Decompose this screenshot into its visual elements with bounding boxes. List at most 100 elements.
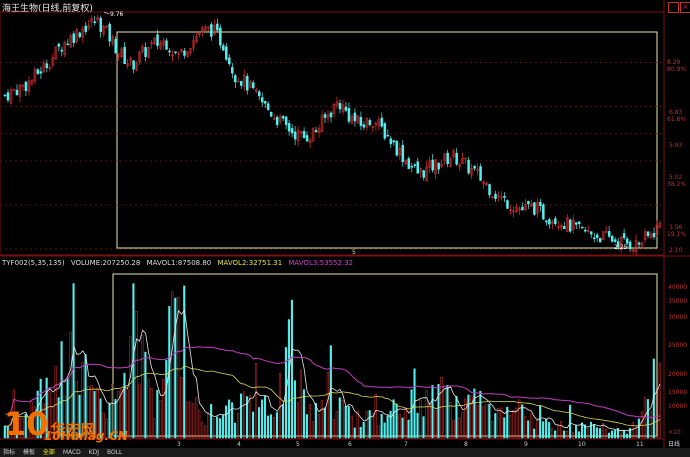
- volume-bar: [616, 428, 619, 439]
- volume-bar: [362, 421, 365, 439]
- volume-bar: [48, 391, 51, 439]
- volume-bar: [530, 413, 533, 439]
- month-label: 8: [464, 441, 468, 448]
- period-label[interactable]: 日线: [668, 440, 680, 448]
- tab-all[interactable]: 全部: [42, 449, 55, 456]
- candle-body: [189, 48, 192, 54]
- volume-bar: [69, 331, 72, 439]
- volume-bar: [497, 408, 500, 439]
- indicator-line: TYF002(5,35,135) VOLUME:207250.28 MAVOL1…: [2, 259, 357, 267]
- candle-body: [51, 57, 55, 66]
- volume-bar: [240, 393, 243, 439]
- volume-bar: [213, 418, 216, 439]
- candle-body: [225, 46, 228, 60]
- candle-body: [114, 39, 117, 53]
- watermark-url: 10Hunag.CN: [44, 429, 128, 443]
- volume-bar: [210, 404, 213, 439]
- candle-body: [6, 92, 10, 101]
- volume-bar: [18, 417, 21, 439]
- candle-body: [377, 119, 381, 127]
- volume-bar: [542, 421, 545, 439]
- candle-body: [84, 25, 88, 32]
- candle-body: [542, 204, 545, 220]
- candle-body: [512, 210, 515, 213]
- price-label: 2.10: [669, 247, 683, 254]
- candle-body: [464, 157, 467, 160]
- volume-bar: [144, 351, 147, 439]
- volume-bar: [554, 430, 557, 439]
- price-label: 19.1%: [667, 231, 686, 238]
- volume-bar: [482, 406, 485, 439]
- volume-bar: [637, 418, 640, 439]
- mavol2-line: [4, 365, 661, 427]
- candle-body: [257, 91, 261, 97]
- close-button[interactable]: ×: [680, 2, 690, 13]
- volume-bar: [314, 403, 317, 439]
- volume-bar: [589, 421, 593, 439]
- candle-body: [156, 34, 159, 46]
- volume-bar: [583, 424, 587, 439]
- candle-body: [362, 124, 366, 128]
- volume-bar: [320, 400, 323, 439]
- candle-body: [162, 40, 165, 46]
- candle-body: [589, 231, 593, 235]
- volume-bar: [347, 406, 350, 439]
- volume-bar: [216, 416, 219, 439]
- volume-bar: [598, 428, 602, 439]
- volume-highlight-box: [112, 273, 658, 437]
- volume-bar: [323, 407, 326, 439]
- watermark-text: 华宏网: [50, 421, 96, 439]
- volume-bar: [560, 421, 563, 439]
- minimize-button[interactable]: -: [668, 2, 679, 13]
- volume-bar: [452, 419, 455, 439]
- candle-body: [332, 104, 336, 114]
- volume-bar: [311, 421, 314, 439]
- candle-body: [323, 114, 327, 118]
- candle-body: [284, 116, 288, 125]
- tab-kdj[interactable]: KDJ: [88, 449, 100, 456]
- candle-body: [428, 160, 431, 168]
- volume-label: 25000: [668, 342, 687, 349]
- candle-body: [530, 203, 533, 207]
- candle-body: [413, 164, 417, 166]
- volume-label: 30000: [668, 314, 687, 321]
- candle-body: [78, 32, 82, 38]
- volume-bar: [395, 403, 398, 439]
- candle-body: [476, 168, 479, 171]
- volume-bar: [150, 388, 153, 439]
- volume-bar: [341, 400, 344, 439]
- tab-template[interactable]: 模板: [22, 449, 35, 456]
- candle-body: [482, 181, 485, 185]
- volume-bar: [305, 414, 308, 439]
- volume-bar: [575, 425, 578, 439]
- candle-body: [437, 162, 440, 170]
- tab-macd[interactable]: MACD: [62, 449, 81, 456]
- candle-body: [518, 208, 521, 211]
- candle-body: [491, 196, 494, 198]
- candle-body: [96, 17, 99, 21]
- mavol1-line: [4, 308, 661, 432]
- tab-boll[interactable]: BOLL: [106, 449, 123, 456]
- volume-bar: [625, 433, 628, 439]
- candle-body: [509, 209, 512, 211]
- volume-bar: [60, 341, 63, 439]
- candle-body: [658, 223, 662, 228]
- candle-body: [610, 235, 614, 242]
- candle-body: [177, 52, 180, 55]
- candle-body: [60, 49, 64, 52]
- candle-body: [207, 26, 210, 29]
- tab-indicator[interactable]: 指标: [3, 449, 16, 456]
- candle-body: [338, 103, 342, 110]
- volume-bar: [225, 405, 228, 439]
- candle-body: [3, 94, 7, 97]
- candle-body: [548, 219, 551, 225]
- candle-body: [299, 131, 303, 134]
- volume-bar: [147, 378, 150, 439]
- volume-bar: [332, 419, 335, 439]
- volume-bar: [479, 390, 482, 439]
- volume-bar: [449, 402, 452, 439]
- volume-bar: [189, 401, 192, 439]
- month-label: 11: [636, 441, 644, 448]
- candle-body: [260, 97, 264, 103]
